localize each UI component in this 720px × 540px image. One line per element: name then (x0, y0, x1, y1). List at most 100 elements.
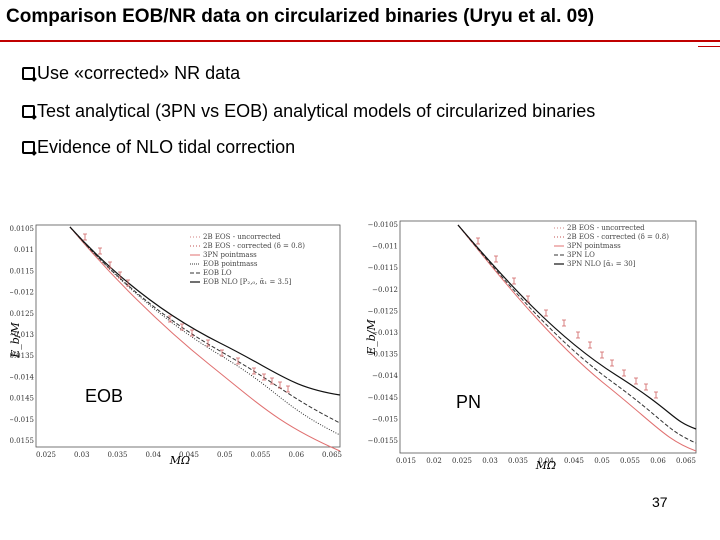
x-tick-label: 0.04 (538, 457, 554, 465)
nr-data-marker (83, 233, 87, 241)
nr-data-marker (220, 349, 224, 357)
nr-data-marker (576, 331, 580, 339)
x-tick-label: 0.02 (426, 457, 442, 465)
y-tick-label: −0.0125 (368, 307, 398, 315)
y-tick-label: −0.0145 (368, 394, 398, 402)
curve-eob-lo (69, 226, 341, 424)
x-tick-labels: 0.015 0.02 0.025 0.03 0.035 0.04 0.045 0.05 0.05… (396, 457, 696, 465)
x-tick-label: 0.06 (288, 451, 304, 459)
nr-data-marker (180, 323, 184, 331)
y-tick-label: −0.0155 (10, 437, 34, 445)
x-tick-label: 0.015 (396, 457, 416, 465)
nr-data-marker (206, 339, 210, 347)
nr-data-points (83, 233, 290, 393)
checkbox-bullet-icon (22, 105, 35, 118)
y-tick-label: −0.0105 (10, 225, 34, 233)
nr-data-marker (286, 385, 290, 393)
x-tick-label: 0.06 (650, 457, 666, 465)
nr-data-marker (634, 377, 638, 385)
y-tick-label: −0.0145 (10, 395, 34, 403)
y-axis-title: E_b/M (366, 318, 378, 355)
y-tick-label: −0.013 (10, 331, 34, 339)
y-tick-label: −0.0135 (368, 351, 398, 359)
bullet-item: Test analytical (3PN vs EOB) analytical … (22, 101, 595, 122)
plot-frame (399, 220, 697, 454)
x-tick-label: 0.055 (250, 451, 270, 459)
nr-data-marker (654, 391, 658, 399)
nr-data-marker (476, 237, 480, 245)
curve-3pn-pointmass (457, 224, 697, 452)
bullet-text: Use «corrected» NR data (37, 63, 241, 83)
pn-overlay-label: PN (456, 392, 482, 413)
y-tick-label: −0.012 (10, 289, 34, 297)
y-tick-label: −0.015 (372, 415, 398, 423)
nr-data-marker (512, 277, 516, 285)
pn-plot: −0.0105 −0.011 −0.0115 −0.012 −0.0125 −0.013 −… (366, 220, 697, 470)
x-axis-title: MΩ (535, 459, 556, 470)
legend-entry: 3PN NLO [ᾱ₁ = 30] (567, 260, 636, 268)
nr-data-marker (494, 255, 498, 263)
x-tick-label: 0.045 (179, 451, 199, 459)
y-tick-label: −0.0105 (368, 221, 398, 229)
legend-entry: EOB pointmass (203, 260, 258, 268)
x-tick-label: 0.05 (594, 457, 610, 465)
x-tick-label: 0.065 (322, 451, 342, 459)
nr-data-marker (526, 295, 530, 303)
y-tick-label: −0.015 (10, 416, 34, 424)
checkbox-bullet-icon (22, 141, 35, 154)
x-tick-label: 0.035 (107, 451, 127, 459)
x-tick-labels: 0.025 0.03 0.035 0.04 0.045 0.05 0.055 0.06 0.06… (36, 451, 342, 459)
legend-entry: 3PN LO (567, 251, 595, 259)
eob-plot: −0.0105 0.011 −0.0115 −0.012 −0.0125 −0.013 −0… (10, 224, 342, 465)
y-tick-label: −0.0155 (368, 437, 398, 445)
pn-figure: −0.0105 −0.011 −0.0115 −0.012 −0.0125 −0.013 −… (366, 215, 702, 470)
legend-entry: 2B EOS - corrected (δ = 0.8) (203, 242, 305, 250)
x-tick-label: 0.03 (482, 457, 498, 465)
x-tick-label: 0.055 (620, 457, 640, 465)
y-tick-label: −0.0115 (10, 267, 34, 275)
nr-data-marker (98, 247, 102, 255)
y-tick-label: 0.011 (14, 246, 34, 254)
x-tick-label: 0.03 (74, 451, 90, 459)
y-tick-label: −0.014 (10, 373, 35, 381)
x-tick-label: 0.025 (36, 451, 56, 459)
nr-data-marker (622, 369, 626, 377)
x-tick-label: 0.065 (676, 457, 696, 465)
legend-entry: EOB NLO [P₂,₀, ᾱ₁ = 3.5] (203, 278, 292, 286)
nr-data-marker (190, 329, 194, 337)
y-tick-label: −0.011 (372, 243, 398, 251)
nr-data-marker (126, 279, 130, 287)
slide-title: Comparison EOB/NR data on circularized b… (6, 6, 595, 27)
page-number: 37 (652, 494, 668, 510)
eob-figure: −0.0105 0.011 −0.0115 −0.012 −0.0125 −0.013 −0… (10, 215, 350, 465)
legend-entry: 3PN pointmass (203, 251, 257, 259)
x-tick-label: 0.045 (564, 457, 584, 465)
legend: 2B EOS - uncorrected 2B EOS - corrected … (554, 224, 669, 268)
legend-entry: EOB LO (203, 269, 232, 277)
legend: 2B EOS - uncorrected 2B EOS - corrected … (190, 233, 305, 286)
nr-data-marker (118, 271, 122, 279)
x-tick-label: 0.025 (452, 457, 472, 465)
y-tick-label: −0.0135 (10, 352, 34, 360)
x-tick-label: 0.04 (145, 451, 161, 459)
curve-eob-pointmass (69, 226, 341, 436)
y-tick-label: −0.0125 (10, 310, 34, 318)
title-divider (0, 40, 720, 42)
checkbox-bullet-icon (22, 67, 35, 80)
y-tick-label: −0.014 (372, 372, 398, 380)
legend-entry: 2B EOS - uncorrected (203, 233, 281, 241)
y-tick-label: −0.0115 (368, 264, 398, 272)
nr-data-marker (236, 357, 240, 365)
nr-data-marker (588, 341, 592, 349)
x-tick-label: 0.05 (217, 451, 233, 459)
bullet-text: Test analytical (3PN vs EOB) analytical … (37, 101, 596, 121)
y-tick-labels: −0.0105 0.011 −0.0115 −0.012 −0.0125 −0.013 −0… (10, 225, 35, 445)
x-axis-title: MΩ (169, 454, 190, 465)
nr-data-marker (108, 261, 112, 269)
nr-data-marker (562, 319, 566, 327)
title-divider-accent (698, 46, 720, 47)
nr-data-marker (270, 377, 274, 385)
nr-data-marker (278, 381, 282, 389)
nr-data-marker (644, 383, 648, 391)
nr-data-points (476, 237, 658, 399)
